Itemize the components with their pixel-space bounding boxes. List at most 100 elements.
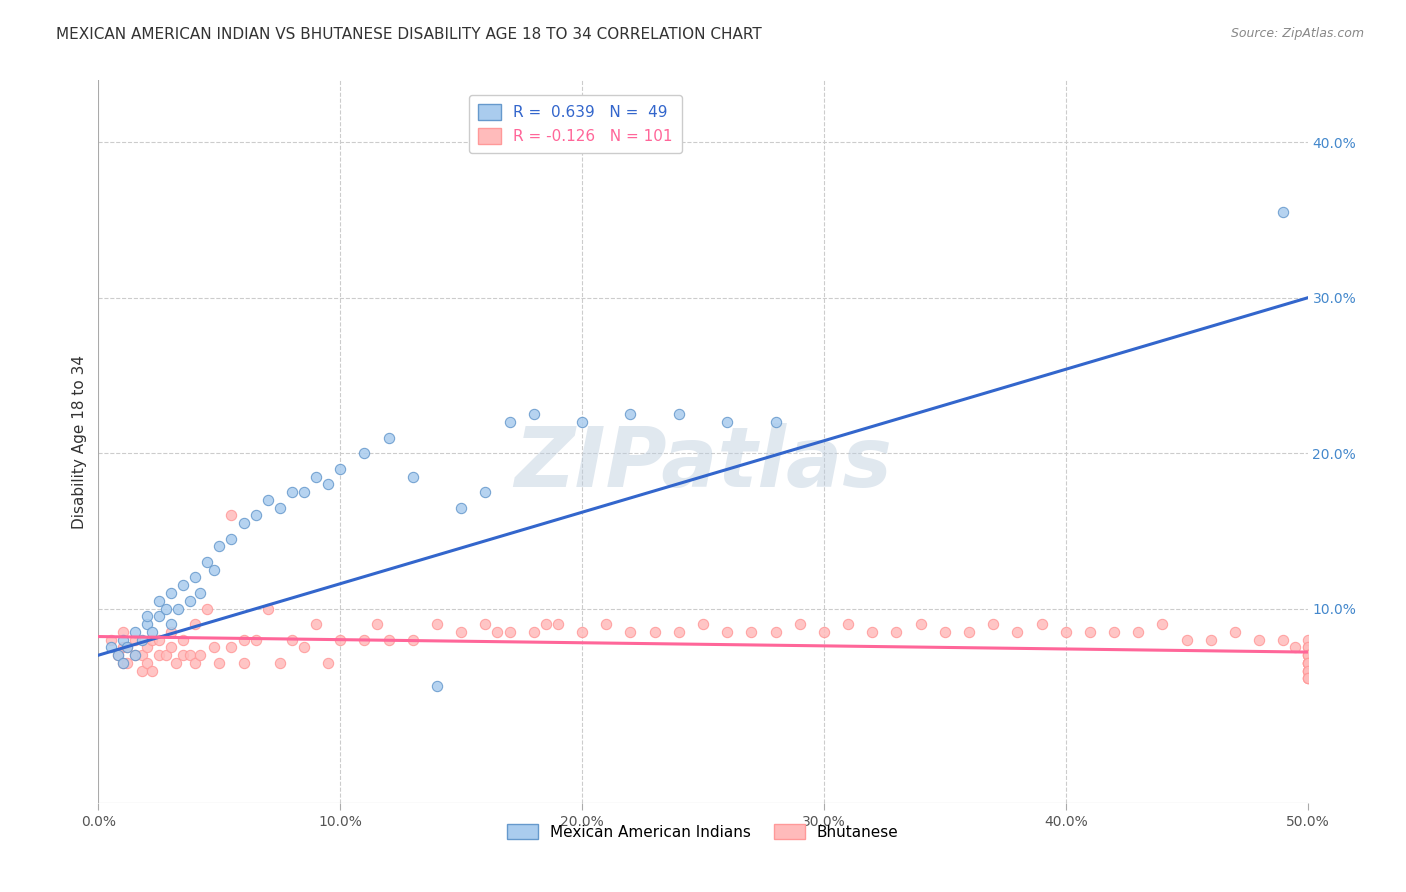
- Point: [1296, 656, 1319, 670]
- Point: [619, 408, 641, 422]
- Point: [141, 664, 163, 678]
- Point: [269, 656, 291, 670]
- Point: [131, 632, 153, 647]
- Point: [131, 648, 153, 663]
- Point: [1296, 648, 1319, 663]
- Point: [450, 624, 472, 639]
- Point: [135, 656, 157, 670]
- Point: [117, 640, 139, 655]
- Y-axis label: Disability Age 18 to 34: Disability Age 18 to 34: [72, 354, 87, 529]
- Point: [208, 540, 231, 554]
- Point: [1296, 640, 1319, 655]
- Point: [910, 617, 932, 632]
- Point: [329, 461, 352, 475]
- Point: [221, 532, 243, 546]
- Point: [1296, 632, 1319, 647]
- Point: [100, 632, 122, 647]
- Point: [305, 469, 328, 483]
- Point: [377, 431, 399, 445]
- Point: [124, 632, 146, 647]
- Point: [195, 555, 218, 569]
- Point: [692, 617, 714, 632]
- Point: [1223, 624, 1246, 639]
- Point: [1296, 672, 1319, 686]
- Point: [155, 648, 177, 663]
- Point: [498, 415, 520, 429]
- Point: [111, 640, 134, 655]
- Point: [1054, 624, 1077, 639]
- Point: [245, 632, 267, 647]
- Point: [184, 570, 207, 584]
- Text: Source: ZipAtlas.com: Source: ZipAtlas.com: [1230, 27, 1364, 40]
- Point: [765, 415, 787, 429]
- Point: [117, 656, 139, 670]
- Point: [486, 624, 509, 639]
- Point: [523, 408, 546, 422]
- Point: [305, 617, 328, 632]
- Point: [111, 656, 134, 670]
- Text: ZIPatlas: ZIPatlas: [515, 423, 891, 504]
- Point: [981, 617, 1004, 632]
- Point: [160, 640, 183, 655]
- Point: [474, 485, 496, 500]
- Point: [232, 516, 254, 530]
- Point: [1296, 656, 1319, 670]
- Point: [160, 624, 183, 639]
- Point: [124, 648, 146, 663]
- Point: [281, 632, 304, 647]
- Point: [619, 624, 641, 639]
- Point: [124, 624, 146, 639]
- Point: [1296, 664, 1319, 678]
- Point: [1272, 205, 1295, 219]
- Point: [232, 632, 254, 647]
- Point: [957, 624, 980, 639]
- Point: [1296, 664, 1319, 678]
- Point: [111, 656, 134, 670]
- Point: [172, 632, 194, 647]
- Point: [534, 617, 557, 632]
- Point: [1296, 648, 1319, 663]
- Point: [160, 617, 183, 632]
- Point: [644, 624, 666, 639]
- Point: [1175, 632, 1198, 647]
- Point: [179, 594, 201, 608]
- Point: [141, 624, 163, 639]
- Point: [107, 648, 129, 663]
- Point: [256, 492, 278, 507]
- Point: [668, 624, 690, 639]
- Point: [172, 578, 194, 592]
- Point: [934, 624, 956, 639]
- Point: [571, 415, 593, 429]
- Point: [716, 415, 738, 429]
- Point: [172, 648, 194, 663]
- Point: [1284, 640, 1306, 655]
- Point: [377, 632, 399, 647]
- Point: [329, 632, 352, 647]
- Point: [571, 624, 593, 639]
- Point: [1152, 617, 1174, 632]
- Point: [474, 617, 496, 632]
- Point: [595, 617, 617, 632]
- Legend: Mexican American Indians, Bhutanese: Mexican American Indians, Bhutanese: [502, 818, 904, 846]
- Point: [1078, 624, 1101, 639]
- Point: [1296, 672, 1319, 686]
- Point: [1007, 624, 1029, 639]
- Point: [886, 624, 908, 639]
- Point: [426, 617, 449, 632]
- Point: [1296, 672, 1319, 686]
- Point: [148, 648, 170, 663]
- Point: [1249, 632, 1271, 647]
- Point: [188, 648, 211, 663]
- Point: [195, 601, 218, 615]
- Point: [402, 469, 425, 483]
- Point: [141, 632, 163, 647]
- Point: [860, 624, 883, 639]
- Point: [245, 508, 267, 523]
- Point: [165, 656, 187, 670]
- Point: [281, 485, 304, 500]
- Point: [1031, 617, 1053, 632]
- Point: [547, 617, 569, 632]
- Point: [135, 609, 157, 624]
- Point: [789, 617, 811, 632]
- Point: [292, 485, 315, 500]
